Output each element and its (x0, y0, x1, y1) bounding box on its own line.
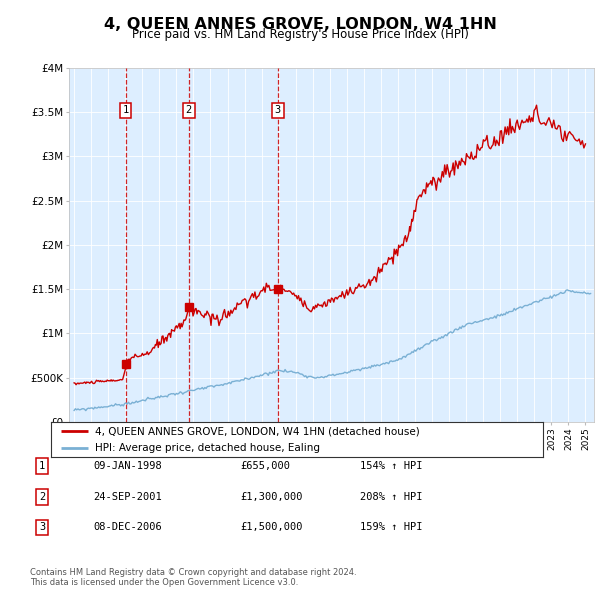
Text: 2: 2 (39, 492, 45, 502)
Text: 4, QUEEN ANNES GROVE, LONDON, W4 1HN: 4, QUEEN ANNES GROVE, LONDON, W4 1HN (104, 17, 496, 31)
Text: 08-DEC-2006: 08-DEC-2006 (93, 523, 162, 532)
Text: 3: 3 (275, 106, 281, 115)
Text: 159% ↑ HPI: 159% ↑ HPI (360, 523, 422, 532)
Text: £1,300,000: £1,300,000 (240, 492, 302, 502)
Text: 09-JAN-1998: 09-JAN-1998 (93, 461, 162, 471)
Text: Contains HM Land Registry data © Crown copyright and database right 2024.
This d: Contains HM Land Registry data © Crown c… (30, 568, 356, 587)
Text: 208% ↑ HPI: 208% ↑ HPI (360, 492, 422, 502)
Text: 2: 2 (186, 106, 192, 115)
Text: HPI: Average price, detached house, Ealing: HPI: Average price, detached house, Eali… (95, 443, 320, 453)
Text: £655,000: £655,000 (240, 461, 290, 471)
Text: 3: 3 (39, 523, 45, 532)
Text: 4, QUEEN ANNES GROVE, LONDON, W4 1HN (detached house): 4, QUEEN ANNES GROVE, LONDON, W4 1HN (de… (95, 426, 420, 436)
Text: 24-SEP-2001: 24-SEP-2001 (93, 492, 162, 502)
Text: 1: 1 (39, 461, 45, 471)
Text: Price paid vs. HM Land Registry's House Price Index (HPI): Price paid vs. HM Land Registry's House … (131, 28, 469, 41)
Text: 1: 1 (122, 106, 129, 115)
Text: £1,500,000: £1,500,000 (240, 523, 302, 532)
Text: 154% ↑ HPI: 154% ↑ HPI (360, 461, 422, 471)
